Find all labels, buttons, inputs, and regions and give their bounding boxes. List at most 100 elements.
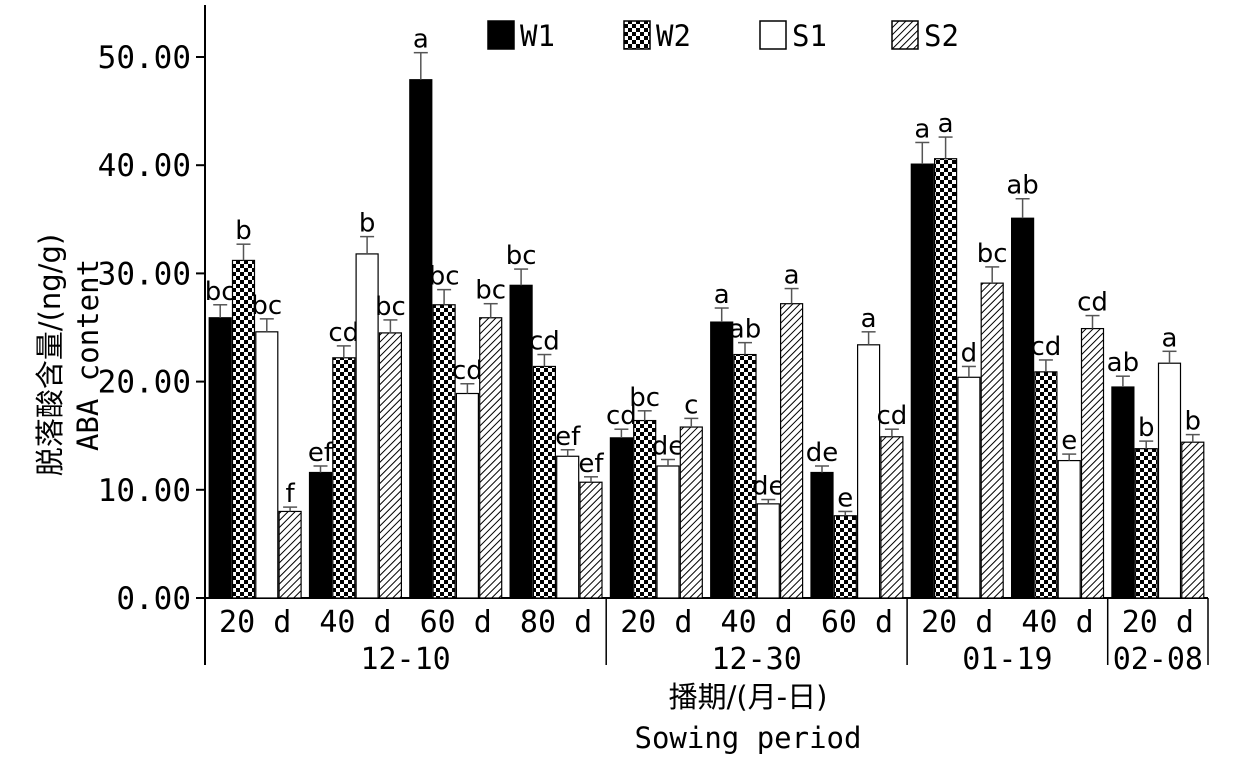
bar-s2 <box>1181 441 1205 599</box>
significance-label: a <box>784 261 800 291</box>
significance-label: cd <box>328 318 359 348</box>
bar-s1 <box>856 344 881 599</box>
bar-w1 <box>910 163 934 599</box>
significance-label: b <box>359 209 376 239</box>
legend-label-s1: S1 <box>792 19 827 53</box>
bar-w2 <box>1134 448 1158 599</box>
y-axis-title-en: ABA content <box>71 259 105 451</box>
y-tick-label: 10.00 <box>98 473 191 509</box>
bar-s1 <box>255 331 279 599</box>
bar-w1 <box>208 317 232 599</box>
bar-s2 <box>579 481 603 599</box>
legend-label-w2: W2 <box>656 19 691 53</box>
category-label: 40 d <box>1021 605 1093 640</box>
bar-w2 <box>933 158 958 599</box>
legend-swatch-s2 <box>891 20 919 50</box>
bar-s2 <box>880 436 904 599</box>
category-label: 60 d <box>420 605 492 640</box>
y-tick-label: 0.00 <box>116 581 191 617</box>
bar-s2 <box>779 303 804 599</box>
bar-w1 <box>308 471 333 599</box>
legend-label-s2: S2 <box>924 19 959 53</box>
significance-label: a <box>861 304 877 334</box>
category-label: 20 d <box>219 605 291 640</box>
bar-s1 <box>656 465 680 599</box>
legend-label-w1: W1 <box>520 19 555 53</box>
significance-label: b <box>1185 407 1202 437</box>
category-label: 20 d <box>620 605 692 640</box>
significance-label: a <box>1162 323 1178 353</box>
bar-s2 <box>980 282 1004 599</box>
y-tick-label: 30.00 <box>98 256 191 292</box>
category-label: 20 d <box>921 605 993 640</box>
bar-w1 <box>609 437 634 599</box>
bar-s2 <box>479 317 503 599</box>
x-axis-title-en: Sowing period <box>635 721 862 755</box>
significance-label: bc <box>251 291 282 321</box>
significance-label: bc <box>506 241 537 271</box>
significance-label: bc <box>429 262 460 292</box>
legend-swatch-s1 <box>759 20 787 50</box>
significance-label: a <box>413 25 429 55</box>
significance-label: a <box>914 114 930 144</box>
bar-s2 <box>378 332 402 599</box>
bar-w1 <box>409 79 433 599</box>
significance-label: bc <box>205 277 236 307</box>
significance-label: ef <box>578 449 604 479</box>
period-label: 12-10 <box>360 642 450 677</box>
x-axis-title-cn: 播期/(月-日) <box>669 680 828 714</box>
bars: bcefabccdadeaababbcdbccdbcabeacdbbcbcdef… <box>205 25 1205 599</box>
bar-w1 <box>810 471 834 599</box>
significance-label: bc <box>375 292 406 322</box>
significance-label: ab <box>1107 348 1139 378</box>
period-label: 01-19 <box>962 642 1052 677</box>
significance-label: c <box>684 390 698 420</box>
bar-s2 <box>1080 327 1105 599</box>
significance-label: a <box>938 109 954 139</box>
bar-w2 <box>833 515 857 599</box>
significance-label: cd <box>452 356 483 386</box>
significance-label: e <box>1061 426 1077 456</box>
significance-label: e <box>837 483 853 513</box>
bar-w1 <box>710 321 734 599</box>
bar-w2 <box>532 365 557 599</box>
bar-s1 <box>556 455 580 599</box>
category-label: 20 d <box>1122 605 1194 640</box>
significance-label: de <box>652 432 685 462</box>
y-tick-label: 50.00 <box>98 40 191 76</box>
significance-label: de <box>806 438 839 468</box>
significance-label: cd <box>1077 288 1108 318</box>
significance-label: d <box>961 338 978 368</box>
significance-label: de <box>752 472 785 502</box>
significance-label: ef <box>555 422 581 452</box>
bar-s1 <box>957 376 981 599</box>
legend-swatch-w2 <box>623 20 651 50</box>
y-tick-label: 40.00 <box>98 148 191 184</box>
significance-label: cd <box>529 327 560 357</box>
bar-w2 <box>432 304 456 599</box>
category-label: 40 d <box>721 605 793 640</box>
significance-label: ab <box>729 315 761 345</box>
y-tick-label: 20.00 <box>98 365 191 401</box>
legend: W1 W2 S1 S2 <box>487 19 959 53</box>
bar-s2 <box>679 426 703 599</box>
y-axis-title-cn: 脱落酸含量/(ng/g) <box>33 234 67 476</box>
bar-w1 <box>1111 386 1135 599</box>
period-label: 02-08 <box>1113 642 1203 677</box>
significance-label: cd <box>1030 332 1061 362</box>
significance-label: bc <box>629 383 660 413</box>
significance-label: b <box>235 216 252 246</box>
bar-w2 <box>332 357 356 599</box>
bar-w1 <box>1010 217 1035 599</box>
significance-label: cd <box>876 401 907 431</box>
period-label: 12-30 <box>711 642 801 677</box>
legend-swatch-w1 <box>487 20 515 50</box>
axes: 0.00 10.00 20.00 30.00 40.00 50.00 12-10 12-30 0… <box>98 5 1209 677</box>
category-label: 40 d <box>319 605 391 640</box>
bar-s1 <box>1057 459 1081 599</box>
category-label: 60 d <box>821 605 893 640</box>
significance-label: cd <box>606 401 637 431</box>
bar-w2 <box>1034 371 1058 599</box>
significance-label: b <box>1138 413 1155 443</box>
significance-label: a <box>714 280 730 310</box>
